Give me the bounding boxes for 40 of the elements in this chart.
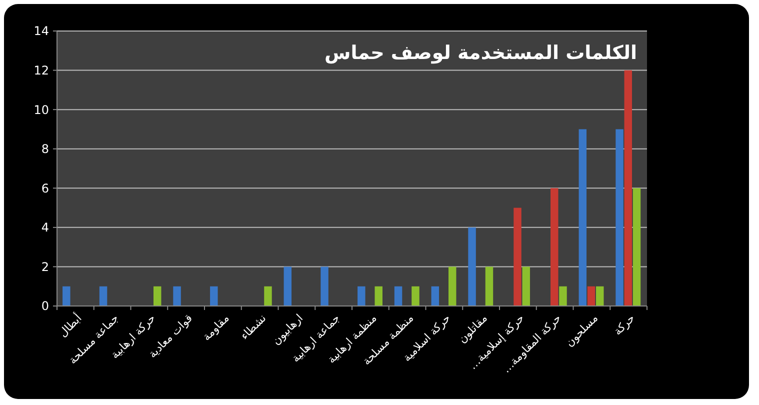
bar (596, 286, 604, 306)
x-tick-label: حركة (611, 312, 638, 338)
bar (632, 188, 641, 306)
x-tick-label: مقاومة (200, 312, 232, 344)
y-tick-label: 12 (34, 63, 49, 78)
bar (559, 286, 567, 306)
bar (99, 286, 108, 306)
bar (550, 188, 558, 306)
bar (284, 266, 292, 306)
y-tick-label: 0 (41, 299, 49, 314)
bar (62, 286, 70, 306)
y-tick-label: 2 (41, 260, 49, 274)
bar (264, 286, 272, 306)
text: الكلمات المستخدمة لوصف حماس (324, 42, 637, 64)
bar (578, 129, 587, 306)
bar (210, 286, 218, 306)
bar (374, 286, 382, 306)
bar (468, 227, 476, 306)
y-tick-label: 14 (34, 24, 49, 38)
x-tick-label: أبطال (56, 310, 84, 340)
bar (412, 286, 420, 306)
bar (153, 286, 162, 306)
bar (616, 129, 624, 306)
y-tick-label: 4 (41, 220, 49, 235)
bar (358, 286, 366, 306)
x-tick-label: نشطاء (238, 312, 269, 342)
y-tick-label: 6 (41, 181, 49, 196)
bar (173, 286, 181, 306)
y-tick-label: 10 (34, 102, 49, 117)
bar (624, 70, 632, 306)
bar (394, 286, 402, 306)
x-tick-label: مسلحون (562, 312, 601, 350)
bar (448, 266, 456, 306)
bar (320, 266, 328, 306)
y-tick-label: 8 (41, 142, 49, 156)
bar (587, 286, 596, 306)
bar (522, 266, 530, 306)
bar (514, 208, 522, 306)
bar (431, 286, 440, 306)
bar (485, 266, 494, 306)
